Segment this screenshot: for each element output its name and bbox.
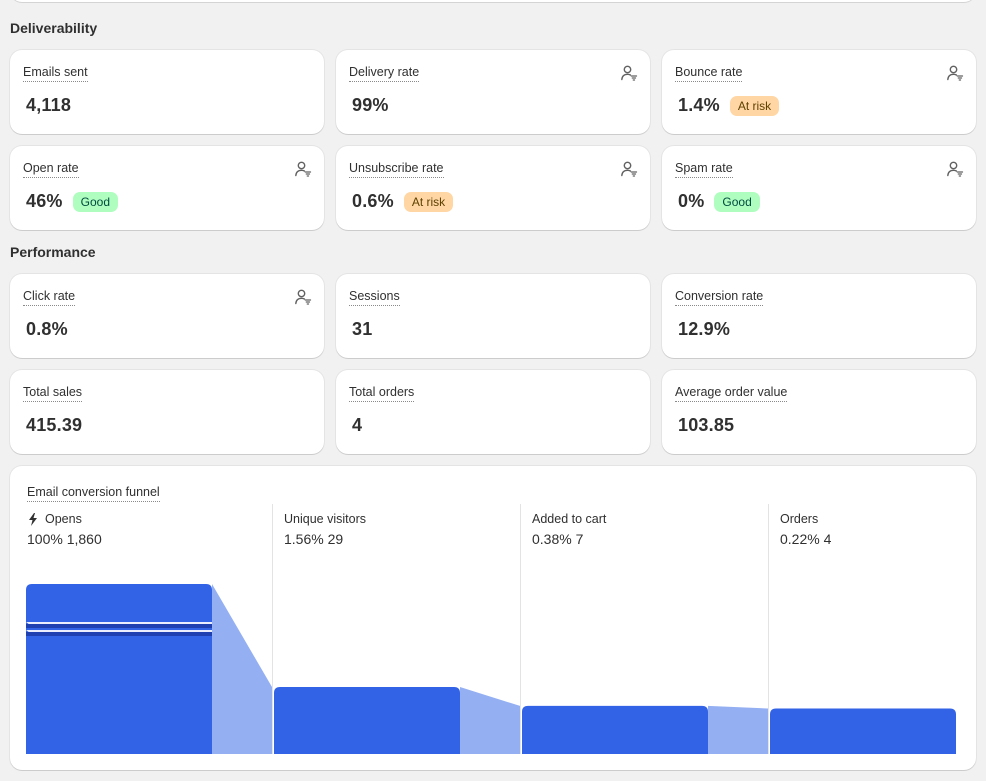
- metric-card-spam-rate[interactable]: Spam rate 0% Good: [662, 146, 976, 230]
- metric-label[interactable]: Total orders: [349, 385, 415, 402]
- metric-card-average-order-value[interactable]: Average order value 103.85: [662, 370, 976, 454]
- metric-value: 0.8%: [26, 319, 68, 339]
- stage-name-label: Orders: [780, 512, 819, 526]
- previous-card-edge: [10, 0, 976, 2]
- funnel-flow-connector: [212, 584, 272, 754]
- stage-stats: 0.38% 7: [532, 531, 584, 547]
- stage-stats: 0.22% 4: [780, 531, 832, 547]
- metric-card-open-rate[interactable]: Open rate 46% Good: [10, 146, 324, 230]
- person-filter-icon[interactable]: [294, 160, 312, 178]
- bolt-icon: [29, 513, 37, 526]
- metric-label[interactable]: Conversion rate: [675, 289, 764, 306]
- metric-value: 46%: [26, 191, 63, 211]
- metric-label[interactable]: Sessions: [349, 289, 400, 306]
- funnel-flow-connector: [708, 705, 768, 754]
- metric-label[interactable]: Total sales: [23, 385, 83, 402]
- metric-value: 12.9%: [678, 319, 731, 339]
- funnel-stage-orders: Orders 0.22% 4: [780, 512, 831, 548]
- metric-value: 0%: [678, 191, 705, 211]
- funnel-bar-unique-visitors[interactable]: [274, 687, 460, 754]
- status-badge: Good: [714, 191, 760, 212]
- funnel-divider: [768, 504, 769, 754]
- person-filter-icon[interactable]: [946, 64, 964, 82]
- metric-label[interactable]: Average order value: [675, 385, 788, 402]
- metric-label[interactable]: Emails sent: [23, 65, 88, 82]
- metric-card-unsubscribe-rate[interactable]: Unsubscribe rate 0.6% At risk: [336, 146, 650, 230]
- metric-card-click-rate[interactable]: Click rate 0.8%: [10, 274, 324, 358]
- stage-stats: 100% 1,860: [27, 531, 102, 547]
- section-title-performance: Performance: [10, 244, 96, 260]
- metric-card-emails-sent[interactable]: Emails sent 4,118: [10, 50, 324, 134]
- metric-card-total-orders[interactable]: Total orders 4: [336, 370, 650, 454]
- stage-name-label: Opens: [45, 512, 82, 526]
- status-badge: At risk: [729, 95, 780, 116]
- status-badge: Good: [72, 191, 118, 212]
- axis-break-line: [26, 624, 212, 628]
- funnel-bar-opens[interactable]: [26, 584, 212, 754]
- axis-break-line: [26, 632, 212, 636]
- metric-value: 415.39: [26, 415, 83, 435]
- metric-card-bounce-rate[interactable]: Bounce rate 1.4% At risk: [662, 50, 976, 134]
- status-badge: At risk: [403, 191, 454, 212]
- person-filter-icon[interactable]: [620, 64, 638, 82]
- metric-card-conversion-rate[interactable]: Conversion rate 12.9%: [662, 274, 976, 358]
- funnel-stage-opens: Opens 100% 1,860: [27, 512, 102, 548]
- metric-value: 1.4%: [678, 95, 720, 115]
- funnel-stage-added-to-cart: Added to cart 0.38% 7: [532, 512, 606, 548]
- person-filter-icon[interactable]: [946, 160, 964, 178]
- metric-value: 31: [352, 319, 373, 339]
- funnel-divider: [520, 504, 521, 754]
- stage-name-label: Unique visitors: [284, 512, 366, 526]
- funnel-chart: [26, 584, 956, 754]
- stage-stats: 1.56% 29: [284, 531, 344, 547]
- metric-label[interactable]: Bounce rate: [675, 65, 743, 82]
- person-filter-icon[interactable]: [294, 288, 312, 306]
- funnel-bar-added-to-cart[interactable]: [522, 705, 708, 754]
- metric-value: 103.85: [678, 415, 735, 435]
- metric-label[interactable]: Delivery rate: [349, 65, 420, 82]
- funnel-stage-unique-visitors: Unique visitors 1.56% 29: [284, 512, 366, 548]
- person-filter-icon[interactable]: [620, 160, 638, 178]
- section-title-deliverability: Deliverability: [10, 20, 98, 36]
- metric-value: 4: [352, 415, 363, 435]
- stage-name-label: Added to cart: [532, 512, 607, 526]
- metric-label[interactable]: Click rate: [23, 289, 76, 306]
- metric-card-sessions[interactable]: Sessions 31: [336, 274, 650, 358]
- metric-card-total-sales[interactable]: Total sales 415.39: [10, 370, 324, 454]
- funnel-divider: [272, 504, 273, 754]
- funnel-bar-orders[interactable]: [770, 708, 956, 754]
- email-conversion-funnel-card: Email conversion funnel Opens 100% 1,860…: [10, 466, 976, 770]
- metric-label[interactable]: Unsubscribe rate: [349, 161, 444, 178]
- metric-value: 99%: [352, 95, 389, 115]
- funnel-flow-connector: [460, 687, 520, 754]
- funnel-title[interactable]: Email conversion funnel: [27, 485, 160, 502]
- metric-label[interactable]: Open rate: [23, 161, 79, 178]
- metric-value: 4,118: [26, 95, 72, 115]
- metric-label[interactable]: Spam rate: [675, 161, 733, 178]
- metric-card-delivery-rate[interactable]: Delivery rate 99%: [336, 50, 650, 134]
- metric-value: 0.6%: [352, 191, 394, 211]
